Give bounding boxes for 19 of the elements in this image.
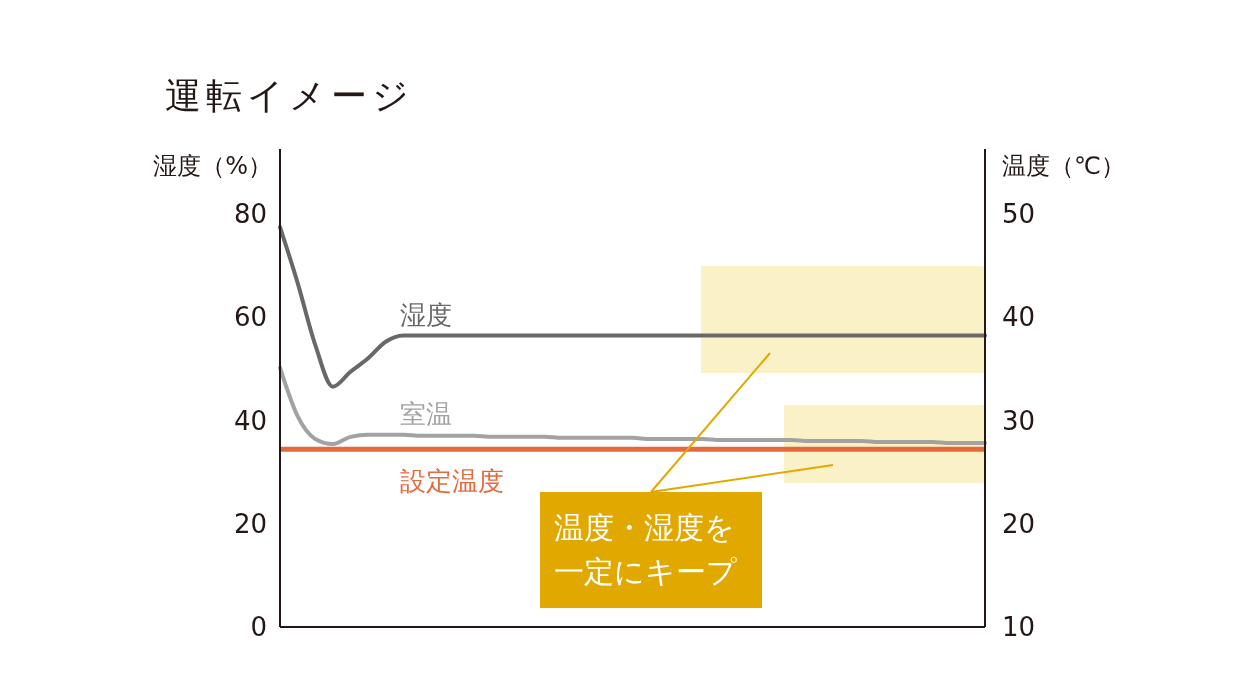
- series-label: 室温: [400, 398, 453, 429]
- y-tick-label: 0: [250, 612, 267, 643]
- annotation: 温度・湿度を一定にキープ: [540, 492, 762, 608]
- y2-tick-label: 20: [1002, 508, 1036, 539]
- y-tick-label: 40: [233, 405, 267, 436]
- line-series: [278, 365, 987, 447]
- ref-line-label: 設定温度: [400, 466, 505, 497]
- chart-title: 運転イメージ: [165, 75, 414, 116]
- y2-tick-label: 10: [1002, 612, 1036, 643]
- y-tick-label: 60: [233, 302, 267, 333]
- y-tick-label: 80: [233, 198, 267, 229]
- y-tick-label: 20: [233, 508, 267, 539]
- line-series: [278, 225, 987, 389]
- y2-axis-title: 温度（℃）: [1002, 152, 1125, 180]
- series-label: 湿度: [400, 299, 453, 330]
- y2-tick-label: 40: [1002, 302, 1036, 333]
- y2-tick-label: 50: [1002, 198, 1036, 229]
- y-axis-title: 湿度（%）: [153, 152, 272, 180]
- y2-tick-label: 30: [1002, 405, 1036, 436]
